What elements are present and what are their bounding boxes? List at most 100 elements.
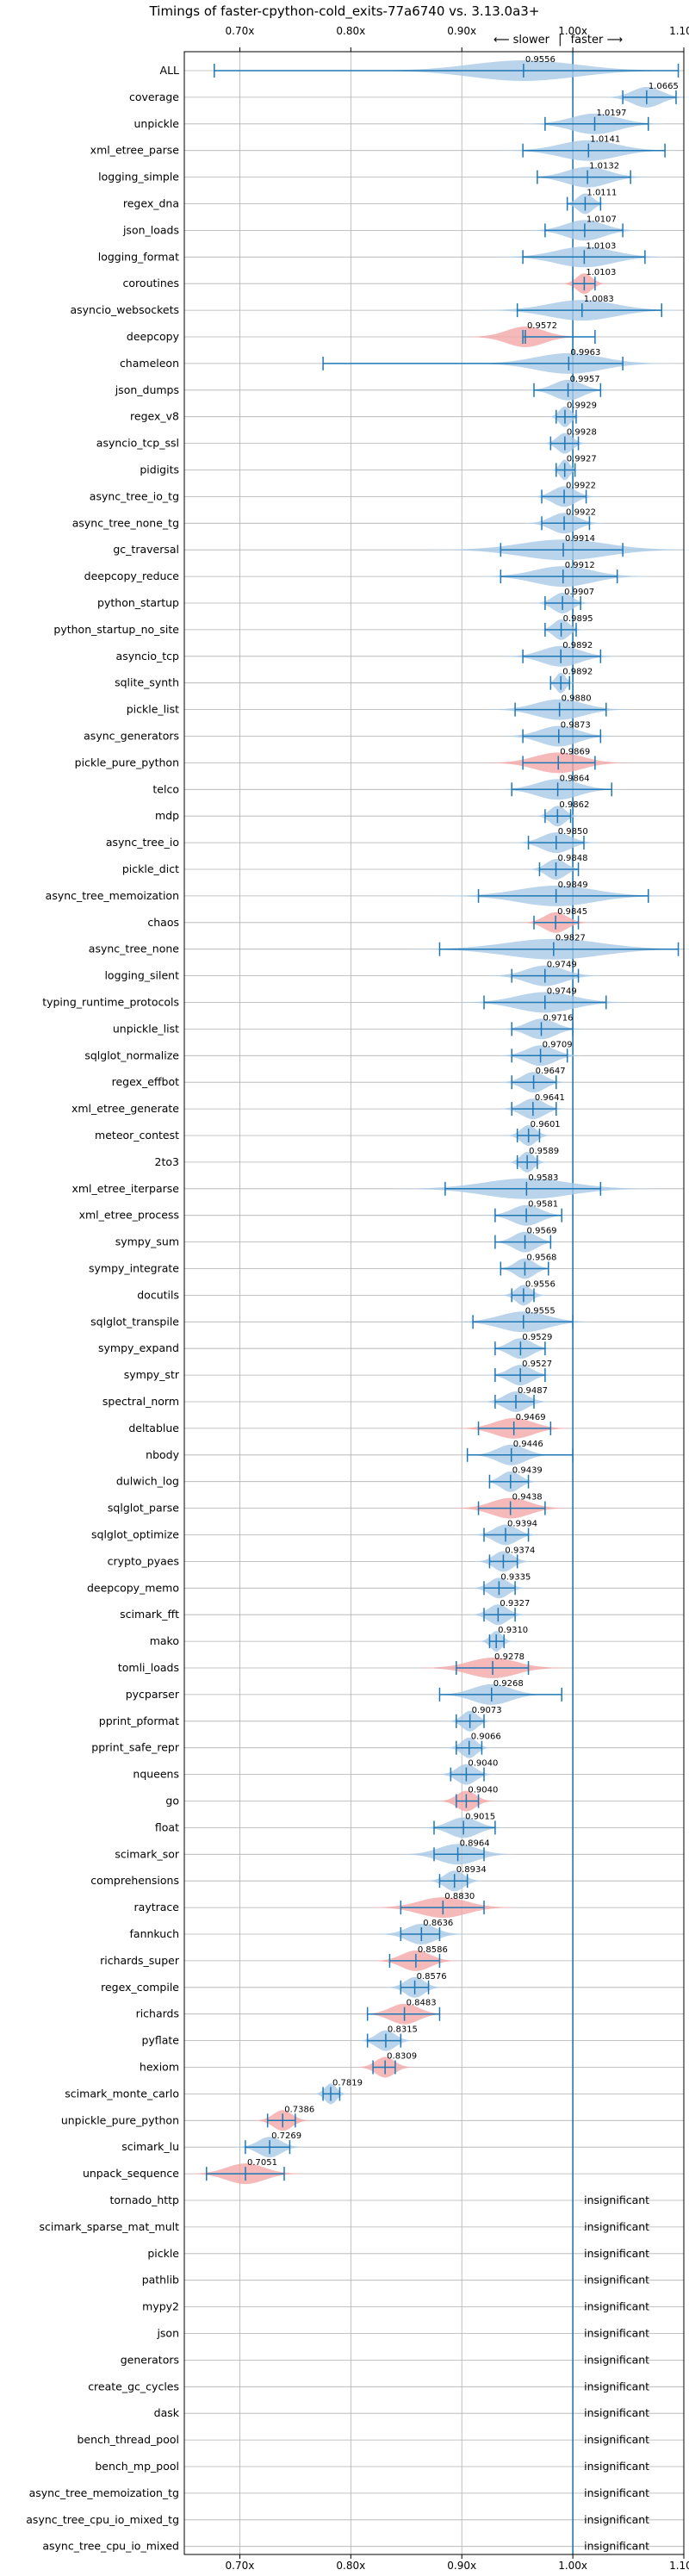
benchmark-label: fannkuch xyxy=(130,1927,179,1940)
benchmark-label: 2to3 xyxy=(155,1155,179,1168)
value-label: 0.7051 xyxy=(247,2158,277,2168)
value-label: 0.9892 xyxy=(562,641,593,650)
benchmark-label: logging_format xyxy=(98,250,179,263)
value-label: 0.9527 xyxy=(522,1360,552,1369)
x-tick-label-bottom: 1.00x xyxy=(558,2560,587,2572)
value-label: 0.9749 xyxy=(547,961,577,970)
benchmark-label: docutils xyxy=(137,1288,179,1301)
value-label: 0.9963 xyxy=(570,348,600,358)
value-label: 1.0083 xyxy=(584,295,614,304)
value-label: 0.9556 xyxy=(525,1279,556,1289)
insignificant-label: insignificant xyxy=(584,2274,649,2287)
value-label: 0.9641 xyxy=(535,1093,565,1103)
benchmark-label: asyncio_tcp xyxy=(116,650,180,663)
value-label: 1.0107 xyxy=(587,215,617,224)
benchmark-label: hexiom xyxy=(140,2061,179,2074)
benchmark-label: pprint_safe_repr xyxy=(91,1741,180,1754)
value-label: 0.9335 xyxy=(500,1572,531,1582)
value-label: 0.9487 xyxy=(518,1386,548,1396)
benchmark-labels: ALL coverage unpickle xml_etree_parseloggin… xyxy=(26,64,649,2553)
benchmark-label: async_tree_none_tg xyxy=(72,516,179,529)
value-label: 0.9601 xyxy=(531,1120,561,1129)
benchmark-label: regex_dna xyxy=(123,197,179,210)
benchmark-label: nqueens xyxy=(133,1768,179,1781)
value-label: 0.9850 xyxy=(558,827,588,837)
value-label: 0.9864 xyxy=(560,774,590,783)
benchmark-label: tomli_loads xyxy=(118,1661,179,1674)
value-label: 0.9374 xyxy=(505,1546,535,1555)
value-label: 0.9928 xyxy=(567,428,597,438)
insignificant-label: insignificant xyxy=(584,2220,649,2233)
value-label: 1.0103 xyxy=(586,241,616,251)
value-label: 0.9529 xyxy=(522,1333,552,1342)
benchmark-label: sympy_integrate xyxy=(89,1262,179,1275)
value-label: 0.9268 xyxy=(493,1679,524,1689)
value-label: 0.9869 xyxy=(560,747,590,756)
value-label: 1.0141 xyxy=(590,135,620,145)
benchmark-label: pprint_pformat xyxy=(99,1714,179,1727)
benchmark-label: richards xyxy=(136,2007,179,2020)
benchmark-label: regex_effbot xyxy=(112,1075,179,1088)
insignificant-label: insignificant xyxy=(584,2380,649,2392)
value-label: 0.7819 xyxy=(332,2078,363,2088)
value-label: 0.8636 xyxy=(423,1919,453,1928)
value-label: 0.8576 xyxy=(417,1972,447,1982)
benchmark-label: float xyxy=(155,1820,179,1833)
benchmark-label: go xyxy=(165,1795,179,1808)
benchmark-label: richards_super xyxy=(100,1954,180,1967)
benchmark-label: xml_etree_parse xyxy=(90,144,180,157)
benchmark-label: pickle_list xyxy=(127,703,179,716)
insignificant-label: insignificant xyxy=(584,2433,649,2446)
benchmark-label: scimark_sor xyxy=(115,1847,179,1860)
value-label: 0.8315 xyxy=(388,2025,418,2035)
benchmark-label: raytrace xyxy=(134,1901,180,1913)
value-label: 1.0132 xyxy=(589,162,619,171)
benchmark-label: dulwich_log xyxy=(116,1475,179,1488)
benchmark-label: mypy2 xyxy=(142,2300,179,2313)
value-label: 0.7269 xyxy=(271,2131,301,2141)
benchmark-label: sympy_expand xyxy=(98,1341,179,1354)
value-label: 0.9581 xyxy=(528,1200,558,1210)
value-label: 0.9862 xyxy=(559,800,589,810)
value-label: 0.9015 xyxy=(465,1812,495,1821)
value-label: 0.9716 xyxy=(543,1013,574,1023)
benchmark-label: async_tree_io xyxy=(106,836,179,849)
benchmark-label: unpickle xyxy=(133,117,179,130)
value-label: 0.9914 xyxy=(565,534,595,544)
value-label: 0.9912 xyxy=(565,561,595,570)
benchmark-label: pathlib xyxy=(142,2274,179,2287)
benchmark-label: comprehensions xyxy=(90,1874,179,1887)
value-label: 0.9040 xyxy=(468,1759,498,1769)
value-label: 0.8830 xyxy=(444,1892,475,1901)
x-axis-ticks: 0.70x 0.70x 0.80x 0.80x 0.90x 0.90x 1.00x 1.00x… xyxy=(226,25,689,2572)
value-label: 0.9749 xyxy=(547,987,577,997)
value-label: 0.9469 xyxy=(516,1413,546,1422)
plot-frame xyxy=(183,51,685,2555)
benchmark-label: unpickle_pure_python xyxy=(61,2113,179,2126)
value-label: 0.9438 xyxy=(512,1493,543,1503)
benchmark-label: spectral_norm xyxy=(102,1395,179,1408)
benchmark-label: sympy_sum xyxy=(115,1235,179,1248)
benchmark-label: xml_etree_process xyxy=(79,1209,179,1222)
value-label: 0.9555 xyxy=(525,1306,556,1316)
benchmark-label: pidigits xyxy=(140,464,179,476)
benchmark-label: coroutines xyxy=(123,277,179,289)
value-label: 0.9709 xyxy=(543,1040,573,1049)
benchmark-label: telco xyxy=(152,782,179,795)
insignificant-label: insignificant xyxy=(584,2327,649,2340)
value-label: 0.9040 xyxy=(468,1786,498,1795)
value-label: 0.9446 xyxy=(513,1440,543,1449)
value-label: 0.9873 xyxy=(561,721,591,731)
faster-label: faster ⟶ xyxy=(571,34,624,47)
x-tick-label-bottom: 1.10x xyxy=(669,2560,689,2572)
benchmark-label: dask xyxy=(154,2406,180,2419)
slower-label: ⟵ slower xyxy=(493,34,550,47)
benchmark-label: unpickle_list xyxy=(113,1022,179,1035)
value-label: 0.7386 xyxy=(284,2105,314,2114)
benchmark-label: chaos xyxy=(147,916,179,929)
chart-title: Timings of faster-cpython-cold_exits-77a… xyxy=(149,3,540,20)
benchmark-label: asyncio_websockets xyxy=(70,303,179,316)
benchmark-label: xml_etree_generate xyxy=(71,1102,179,1115)
value-label: 0.9589 xyxy=(529,1147,559,1156)
benchmark-label: chameleon xyxy=(120,357,179,370)
